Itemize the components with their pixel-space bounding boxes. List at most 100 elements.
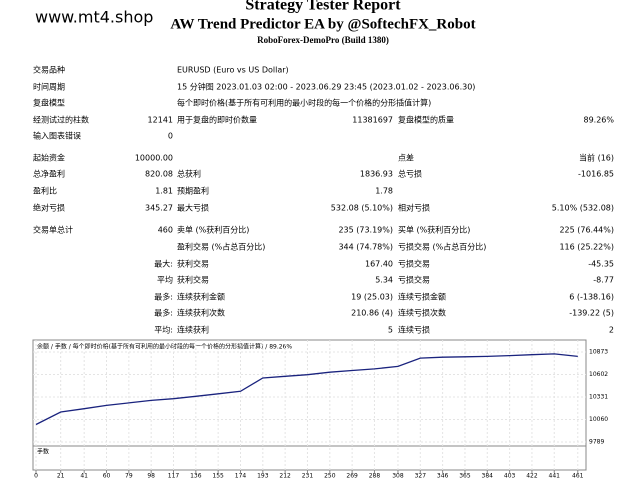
cell-label: 复盘模型的质量	[398, 115, 454, 125]
cell-label: 连续获利	[177, 325, 209, 335]
balance-line	[35, 353, 578, 426]
cell-label: 连续获利金额	[177, 292, 225, 302]
cell-value: 225 (76.44%)	[559, 226, 614, 235]
cell-value: 5.34	[375, 276, 393, 285]
cell-value: -45.35	[588, 260, 614, 269]
cell-value: 19 (25.03)	[351, 293, 393, 302]
cell-value: 12141	[148, 116, 173, 125]
cell-label: 时间周期	[33, 82, 65, 92]
cell-value: 最多:	[154, 308, 173, 318]
cell-label: 经测试过的柱数	[33, 115, 89, 125]
x-tick-label: 327	[415, 473, 427, 480]
cell-label: 卖单 (%获利百分比)	[177, 225, 249, 235]
x-tick-label: 231	[302, 473, 314, 480]
x-tick-label: 403	[504, 473, 516, 480]
chart: 9789 10060 10331 10602 10873 0 21 41 60 79 98 117 13…	[33, 340, 608, 480]
cell-value: 5.10% (532.08)	[552, 204, 614, 213]
y-tick-label: 10602	[589, 371, 608, 378]
y-tick-label: 10331	[589, 394, 608, 401]
cell-value: 116 (25.22%)	[559, 243, 614, 252]
x-tick-label: 136	[190, 473, 202, 480]
x-tick-label: 308	[392, 473, 404, 480]
x-tick-label: 60	[103, 473, 111, 480]
cell-value: 最多:	[154, 292, 173, 302]
x-tick-label: 365	[459, 473, 471, 480]
x-tick-label: 461	[572, 473, 584, 480]
cell-value: 0	[168, 132, 173, 141]
cell-value: 10000.00	[135, 154, 173, 163]
cell-label: 相对亏损	[398, 203, 430, 213]
cell-value: -1016.85	[578, 170, 614, 179]
cell-value: 2	[609, 326, 614, 335]
cell-label: 预期盈利	[177, 186, 209, 196]
cell-value: 89.26%	[583, 116, 614, 125]
y-tick-label: 10873	[589, 349, 608, 356]
x-tick-label: 288	[369, 473, 381, 480]
server: RoboForex-DemoPro (Build 1380)	[257, 35, 389, 45]
cell-label: 最大亏损	[177, 203, 209, 213]
cell-value: -139.22 (5)	[569, 309, 614, 318]
y-tick-label: 10060	[589, 416, 608, 423]
cell-label: 亏损交易	[398, 259, 430, 269]
cell-label: 起始资金	[33, 153, 65, 163]
x-tick-label: 441	[549, 473, 561, 480]
cell-label: 用于复盘的即时价数量	[177, 115, 257, 125]
cell-label: 复盘模型	[33, 98, 65, 108]
x-tick-label: 0	[34, 473, 38, 480]
x-tick-label: 384	[482, 473, 494, 480]
cell-value: 11381697	[352, 116, 393, 125]
cell-label: 交易单总计	[33, 225, 73, 235]
cell-value: 6 (-138.16)	[569, 293, 614, 302]
cell-label: 点差	[398, 153, 414, 163]
cell-value: 当前 (16)	[579, 153, 614, 163]
x-tick-label: 250	[324, 473, 336, 480]
x-tick-label: 21	[57, 473, 65, 480]
cell-label: 买单 (%获利百分比)	[398, 225, 470, 235]
x-tick-label: 155	[212, 473, 224, 480]
x-tick-label: 212	[279, 473, 291, 480]
report-title: Strategy Tester Report	[245, 0, 401, 14]
report-subtitle: AW Trend Predictor EA by @SoftechFX_Robo…	[170, 16, 475, 32]
cell-label: 总获利	[177, 169, 201, 179]
cell-label: 每个即时价格(基于所有可利用的最小时段的每一个价格的分形插值计算)	[177, 98, 431, 108]
cell-value: 210.86 (4)	[351, 309, 393, 318]
x-tick-label: 346	[437, 473, 449, 480]
cell-value: 1836.93	[360, 170, 393, 179]
cell-value: 345.27	[145, 204, 173, 213]
x-tick-label: 269	[346, 473, 358, 480]
chart-frame	[32, 339, 587, 471]
cell-label: 总亏损	[398, 169, 422, 179]
x-tick-label: 193	[257, 473, 269, 480]
cell-value: 5	[388, 326, 393, 335]
watermark: www.mt4.shop	[35, 8, 153, 27]
cell-label: 15 分钟图 2023.01.03 02:00 - 2023.06.29 23:…	[177, 82, 475, 92]
x-tick-label: 41	[80, 473, 88, 480]
cell-value: 平均:	[154, 325, 173, 335]
x-tick-label: 117	[168, 473, 180, 480]
cell-label: 总净盈利	[33, 169, 65, 179]
cell-value: 344 (74.78%)	[338, 243, 393, 252]
x-tick-label: 174	[235, 473, 247, 480]
cell-value: 平均	[157, 275, 173, 285]
cell-label: 输入图表错误	[33, 131, 81, 141]
cell-label: 连续亏损金额	[398, 292, 446, 302]
cell-label: 绝对亏损	[33, 203, 65, 213]
x-tick-label: 422	[526, 473, 538, 480]
cell-label: 盈利比	[33, 186, 57, 196]
cell-label: 连续亏损次数	[398, 308, 446, 318]
cell-value: 235 (73.19%)	[338, 226, 393, 235]
cell-value: 1.78	[375, 187, 393, 196]
stats-table: 交易品种 EURUSD (Euro vs US Dollar) 时间周期 15 分钟图…	[33, 65, 614, 335]
x-tick-label: 98	[147, 473, 155, 480]
cell-value: -8.77	[593, 276, 614, 285]
cell-label: 盈利交易 (%占总百分比)	[177, 242, 265, 252]
cell-value: 167.40	[365, 260, 393, 269]
cell-label: EURUSD (Euro vs US Dollar)	[177, 66, 289, 75]
cell-value: 460	[158, 226, 173, 235]
cell-value: 532.08 (5.10%)	[331, 204, 393, 213]
cell-value: 820.08	[145, 170, 173, 179]
cell-label: 获利交易	[177, 259, 209, 269]
cell-value: 1.81	[155, 187, 173, 196]
cell-value: 最大:	[154, 259, 173, 269]
